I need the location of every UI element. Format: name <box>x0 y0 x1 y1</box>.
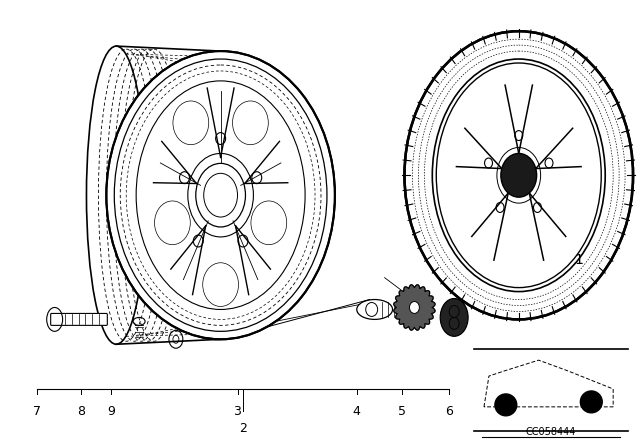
Ellipse shape <box>106 51 335 339</box>
Ellipse shape <box>410 302 419 314</box>
Ellipse shape <box>501 154 537 197</box>
Text: 2: 2 <box>239 422 247 435</box>
Ellipse shape <box>406 298 422 316</box>
Polygon shape <box>394 285 435 330</box>
Ellipse shape <box>449 306 459 318</box>
Ellipse shape <box>436 63 601 288</box>
Text: 4: 4 <box>353 405 361 418</box>
FancyBboxPatch shape <box>51 314 108 325</box>
Text: 8: 8 <box>77 405 86 418</box>
Ellipse shape <box>404 31 633 319</box>
Text: 6: 6 <box>445 405 453 418</box>
Ellipse shape <box>449 318 459 329</box>
Text: 5: 5 <box>399 405 406 418</box>
Text: 1: 1 <box>574 253 583 267</box>
Ellipse shape <box>440 298 468 336</box>
Circle shape <box>580 391 602 413</box>
Text: 7: 7 <box>33 405 41 418</box>
Text: CC058444: CC058444 <box>526 426 576 437</box>
Text: 9: 9 <box>108 405 115 418</box>
Text: 3: 3 <box>234 405 241 418</box>
Circle shape <box>495 394 516 416</box>
